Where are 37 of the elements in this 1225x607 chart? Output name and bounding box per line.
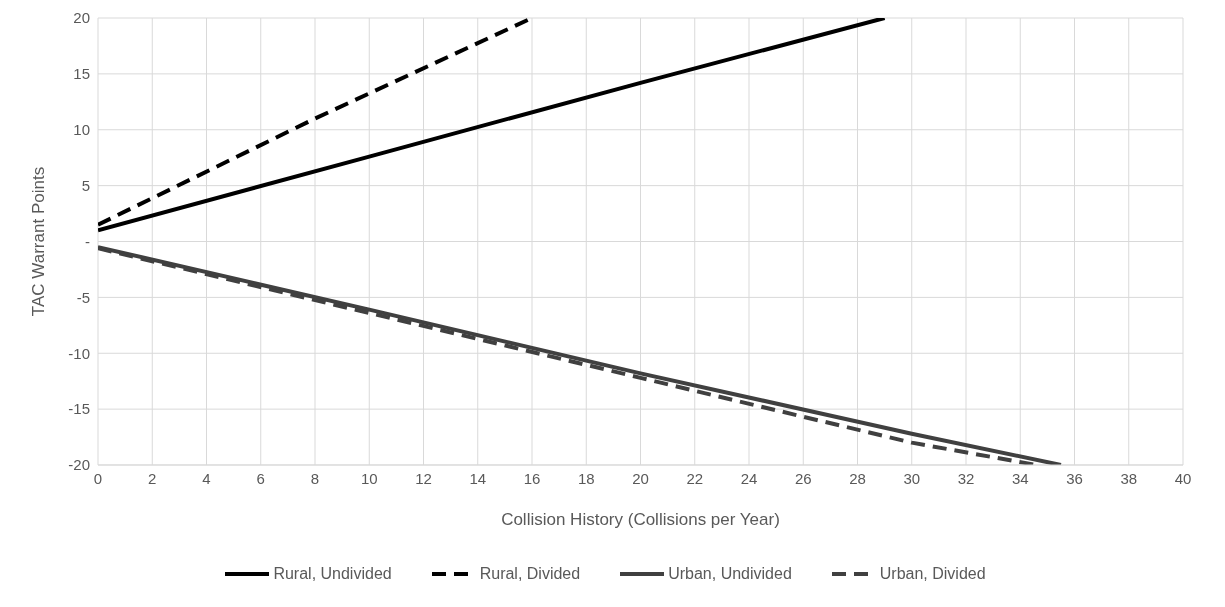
legend-label: Urban, Undivided — [668, 565, 792, 583]
legend-label: Urban, Divided — [879, 565, 986, 583]
x-tick-label: 32 — [957, 469, 975, 487]
x-tick-label: 0 — [93, 469, 103, 487]
legend-label: Rural, Undivided — [273, 565, 392, 583]
x-tick-label: 40 — [1174, 469, 1192, 487]
x-tick-label: 18 — [577, 469, 595, 487]
x-tick-label: 14 — [469, 469, 487, 487]
x-tick-label: 22 — [686, 469, 704, 487]
x-tick-label: 24 — [740, 469, 758, 487]
x-tick-label: 16 — [523, 469, 541, 487]
x-tick-label: 30 — [903, 469, 921, 487]
x-tick-label: 36 — [1066, 469, 1083, 487]
x-tick-label: 38 — [1120, 469, 1138, 487]
y-tick-label: 10 — [73, 121, 90, 139]
x-tick-label: 2 — [148, 469, 157, 487]
x-tick-label: 4 — [202, 469, 211, 487]
legend-label: Rural, Divided — [479, 565, 581, 583]
y-tick-label: -15 — [68, 400, 90, 418]
x-tick-label: 26 — [794, 469, 812, 487]
x-axis-title: Collision History (Collisions per Year) — [501, 510, 780, 529]
x-tick-label: 20 — [632, 469, 649, 487]
y-axis-title: TAC Warrant Points — [29, 166, 49, 317]
y-tick-label: -20 — [68, 456, 90, 474]
y-tick-label: 20 — [73, 9, 90, 27]
y-tick-label: -5 — [76, 288, 90, 306]
x-tick-label: 8 — [310, 469, 320, 487]
x-tick-label: 34 — [1011, 469, 1029, 487]
x-tick-label: 12 — [415, 469, 432, 487]
x-tick-label: 6 — [256, 469, 265, 487]
y-tick-label: -10 — [68, 344, 90, 362]
y-tick-label: - — [85, 232, 90, 250]
y-tick-label: 15 — [73, 65, 90, 83]
x-tick-label: 28 — [849, 469, 866, 487]
y-tick-label: 5 — [81, 176, 90, 194]
line-series — [98, 18, 887, 233]
x-tick-label: 10 — [360, 469, 378, 487]
